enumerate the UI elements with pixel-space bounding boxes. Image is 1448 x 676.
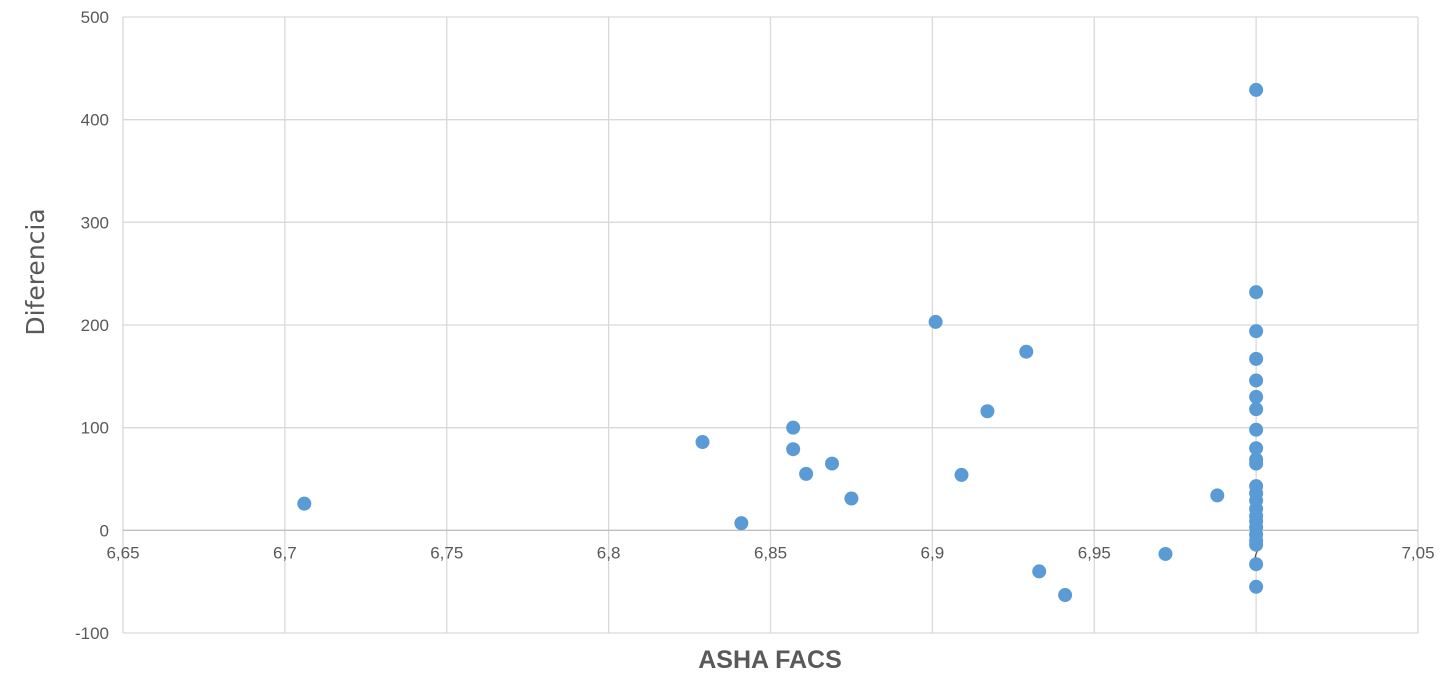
data-point <box>1158 546 1173 561</box>
x-tick-label: 7,05 <box>1401 543 1434 562</box>
y-tick-label: 0 <box>100 521 109 540</box>
x-tick-label: 6,65 <box>106 543 139 562</box>
data-point <box>1249 389 1264 404</box>
data-point <box>1249 402 1264 417</box>
data-point <box>1249 557 1264 572</box>
y-tick-label: 300 <box>81 213 109 232</box>
data-point <box>1210 488 1225 503</box>
data-point <box>1249 537 1264 552</box>
data-point <box>1249 373 1264 388</box>
y-axis-title: Diferencia <box>21 208 50 335</box>
y-tick-label: 100 <box>81 419 109 438</box>
x-tick-label: 7 <box>1251 543 1260 562</box>
data-point <box>786 420 801 435</box>
data-point <box>954 467 969 482</box>
x-tick-label: 6,85 <box>754 543 787 562</box>
data-point <box>695 435 710 450</box>
data-point <box>1249 285 1264 300</box>
x-tick-label: 6,95 <box>1078 543 1111 562</box>
x-tick-labels: 6,65 6,7 6,75 6,8 6,85 6,9 6,95 7 7,05 <box>106 543 1434 562</box>
grid-layer <box>122 16 1419 634</box>
y-tick-label: 400 <box>81 111 109 130</box>
data-point <box>825 456 840 471</box>
data-point <box>1249 422 1264 437</box>
data-point <box>786 442 801 457</box>
data-point <box>799 466 814 481</box>
data-point <box>734 516 749 531</box>
data-point <box>1249 441 1264 456</box>
data-point <box>1249 82 1264 97</box>
data-point <box>1249 351 1264 366</box>
y-tick-labels: -100 0 100 200 300 400 500 <box>75 8 109 643</box>
data-point <box>1249 456 1264 471</box>
y-tick-label: -100 <box>75 624 109 643</box>
data-point <box>1058 588 1073 603</box>
data-point <box>297 496 312 511</box>
x-tick-label: 6,8 <box>597 543 621 562</box>
data-point <box>980 404 995 419</box>
data-points <box>297 82 1264 603</box>
data-point <box>1019 344 1034 359</box>
data-point <box>928 314 943 329</box>
x-tick-label: 6,9 <box>921 543 945 562</box>
data-point <box>1032 564 1047 579</box>
x-tick-label: 6,7 <box>273 543 297 562</box>
y-tick-label: 200 <box>81 316 109 335</box>
data-point <box>844 491 859 506</box>
x-axis-title: ASHA FACS <box>698 646 842 674</box>
data-point <box>1249 579 1264 594</box>
y-tick-label: 500 <box>81 8 109 27</box>
data-point <box>1249 324 1264 339</box>
x-tick-label: 6,75 <box>430 543 463 562</box>
